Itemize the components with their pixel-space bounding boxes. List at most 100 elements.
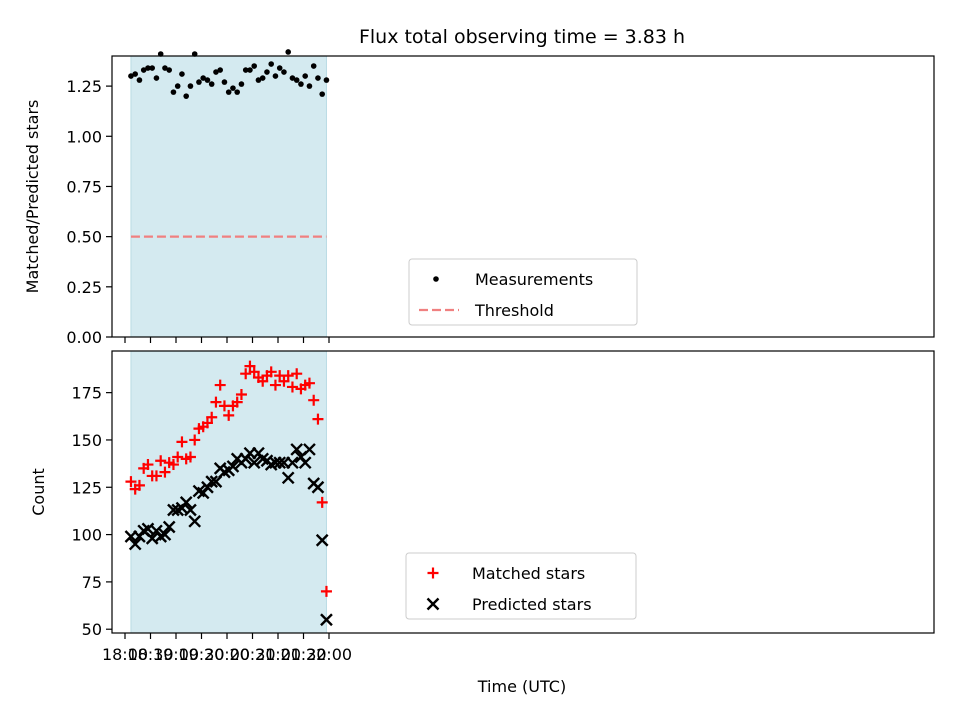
legend-marker [426, 597, 440, 611]
data-point [179, 71, 185, 77]
data-point [235, 389, 247, 401]
data-point [319, 91, 326, 97]
y-tick-label: 150 [71, 431, 102, 450]
data-point [240, 368, 252, 380]
data-point [170, 89, 177, 95]
observing-window-span [130, 55, 327, 338]
legend-box [405, 552, 637, 620]
data-point [223, 409, 235, 421]
legend-marker [427, 567, 439, 579]
data-point [244, 360, 256, 372]
legend-label: Predicted stars [472, 595, 592, 614]
data-point [315, 533, 329, 547]
data-point [310, 63, 317, 69]
data-point [282, 370, 294, 382]
data-point [159, 466, 171, 478]
data-point [298, 456, 312, 470]
x-tick-label: 20:00 [204, 645, 250, 664]
data-point [208, 81, 215, 87]
flux-ratio-panel: 0.00 0.25 0.50 0.75 1.00 1.25 Matched/Predicte… [23, 49, 935, 347]
data-point [247, 67, 253, 73]
data-point [149, 65, 155, 71]
data-point [251, 63, 257, 69]
data-point [200, 75, 206, 81]
data-point [184, 451, 196, 463]
data-point [204, 77, 211, 83]
data-point [231, 396, 243, 408]
y-tick-label: 50 [82, 620, 102, 639]
data-point [247, 456, 261, 470]
data-point [172, 451, 184, 463]
data-point [285, 49, 292, 55]
data-point [320, 585, 332, 597]
x-tick-label: 22:00 [306, 645, 352, 664]
data-point [293, 77, 300, 83]
x-tick-label: 18:00 [102, 645, 148, 664]
data-point [213, 69, 219, 75]
data-point [201, 417, 213, 429]
data-point [230, 85, 236, 91]
x-axis-label: Time (UTC) [477, 677, 566, 696]
legend-label: Threshold [474, 301, 554, 320]
y-axis-label: Count [29, 468, 48, 516]
data-point [311, 480, 325, 494]
data-point [273, 456, 287, 470]
y-tick-label: 175 [71, 384, 102, 403]
legend-label: Measurements [475, 270, 593, 289]
data-point [242, 67, 249, 73]
data-point [179, 496, 193, 509]
data-point [320, 613, 333, 627]
y-tick-label: 0.75 [66, 177, 102, 196]
y-tick-label: 0.50 [66, 228, 102, 247]
data-point [278, 375, 290, 387]
legend-marker [433, 276, 439, 282]
data-point [128, 537, 142, 551]
data-point [281, 471, 295, 485]
data-point [210, 396, 222, 408]
data-point [189, 434, 201, 446]
data-point [150, 470, 162, 482]
data-point [176, 436, 188, 448]
data-point [226, 460, 240, 473]
data-point [166, 67, 172, 73]
data-point [315, 75, 321, 81]
data-point [298, 81, 304, 87]
y-tick-label: 0.25 [66, 278, 102, 297]
legend-box [408, 258, 638, 326]
chart-title: Flux total observing time = 3.83 h [359, 26, 685, 48]
x-tick-label: 21:00 [255, 645, 301, 664]
data-point [153, 75, 160, 81]
star-count-panel: 50 75 100 125 150 175 18:0018:3019:0019:3020:0… [29, 350, 935, 664]
x-tick-label: 19:00 [153, 645, 199, 664]
axes-frame [111, 350, 935, 634]
data-point [257, 375, 269, 387]
data-point [205, 475, 219, 488]
data-point [276, 65, 283, 71]
data-point [272, 73, 279, 79]
data-point [125, 476, 137, 488]
data-point [133, 479, 145, 491]
data-point [184, 503, 197, 517]
data-point [214, 379, 226, 391]
data-point [225, 89, 232, 95]
data-point [281, 69, 287, 75]
data-point [187, 83, 194, 89]
data-point [316, 496, 328, 508]
data-point [174, 83, 181, 89]
data-point [128, 73, 134, 79]
y-tick-label: 100 [71, 526, 102, 545]
data-point [286, 381, 298, 393]
axes-frame [111, 55, 935, 338]
data-point [221, 79, 228, 85]
data-point [183, 93, 189, 99]
data-point [162, 520, 176, 534]
data-point [312, 413, 324, 425]
data-point [302, 73, 309, 79]
data-point [308, 394, 320, 406]
data-point [158, 528, 172, 541]
data-point [140, 67, 147, 73]
data-point [206, 411, 218, 423]
data-point [286, 456, 299, 470]
